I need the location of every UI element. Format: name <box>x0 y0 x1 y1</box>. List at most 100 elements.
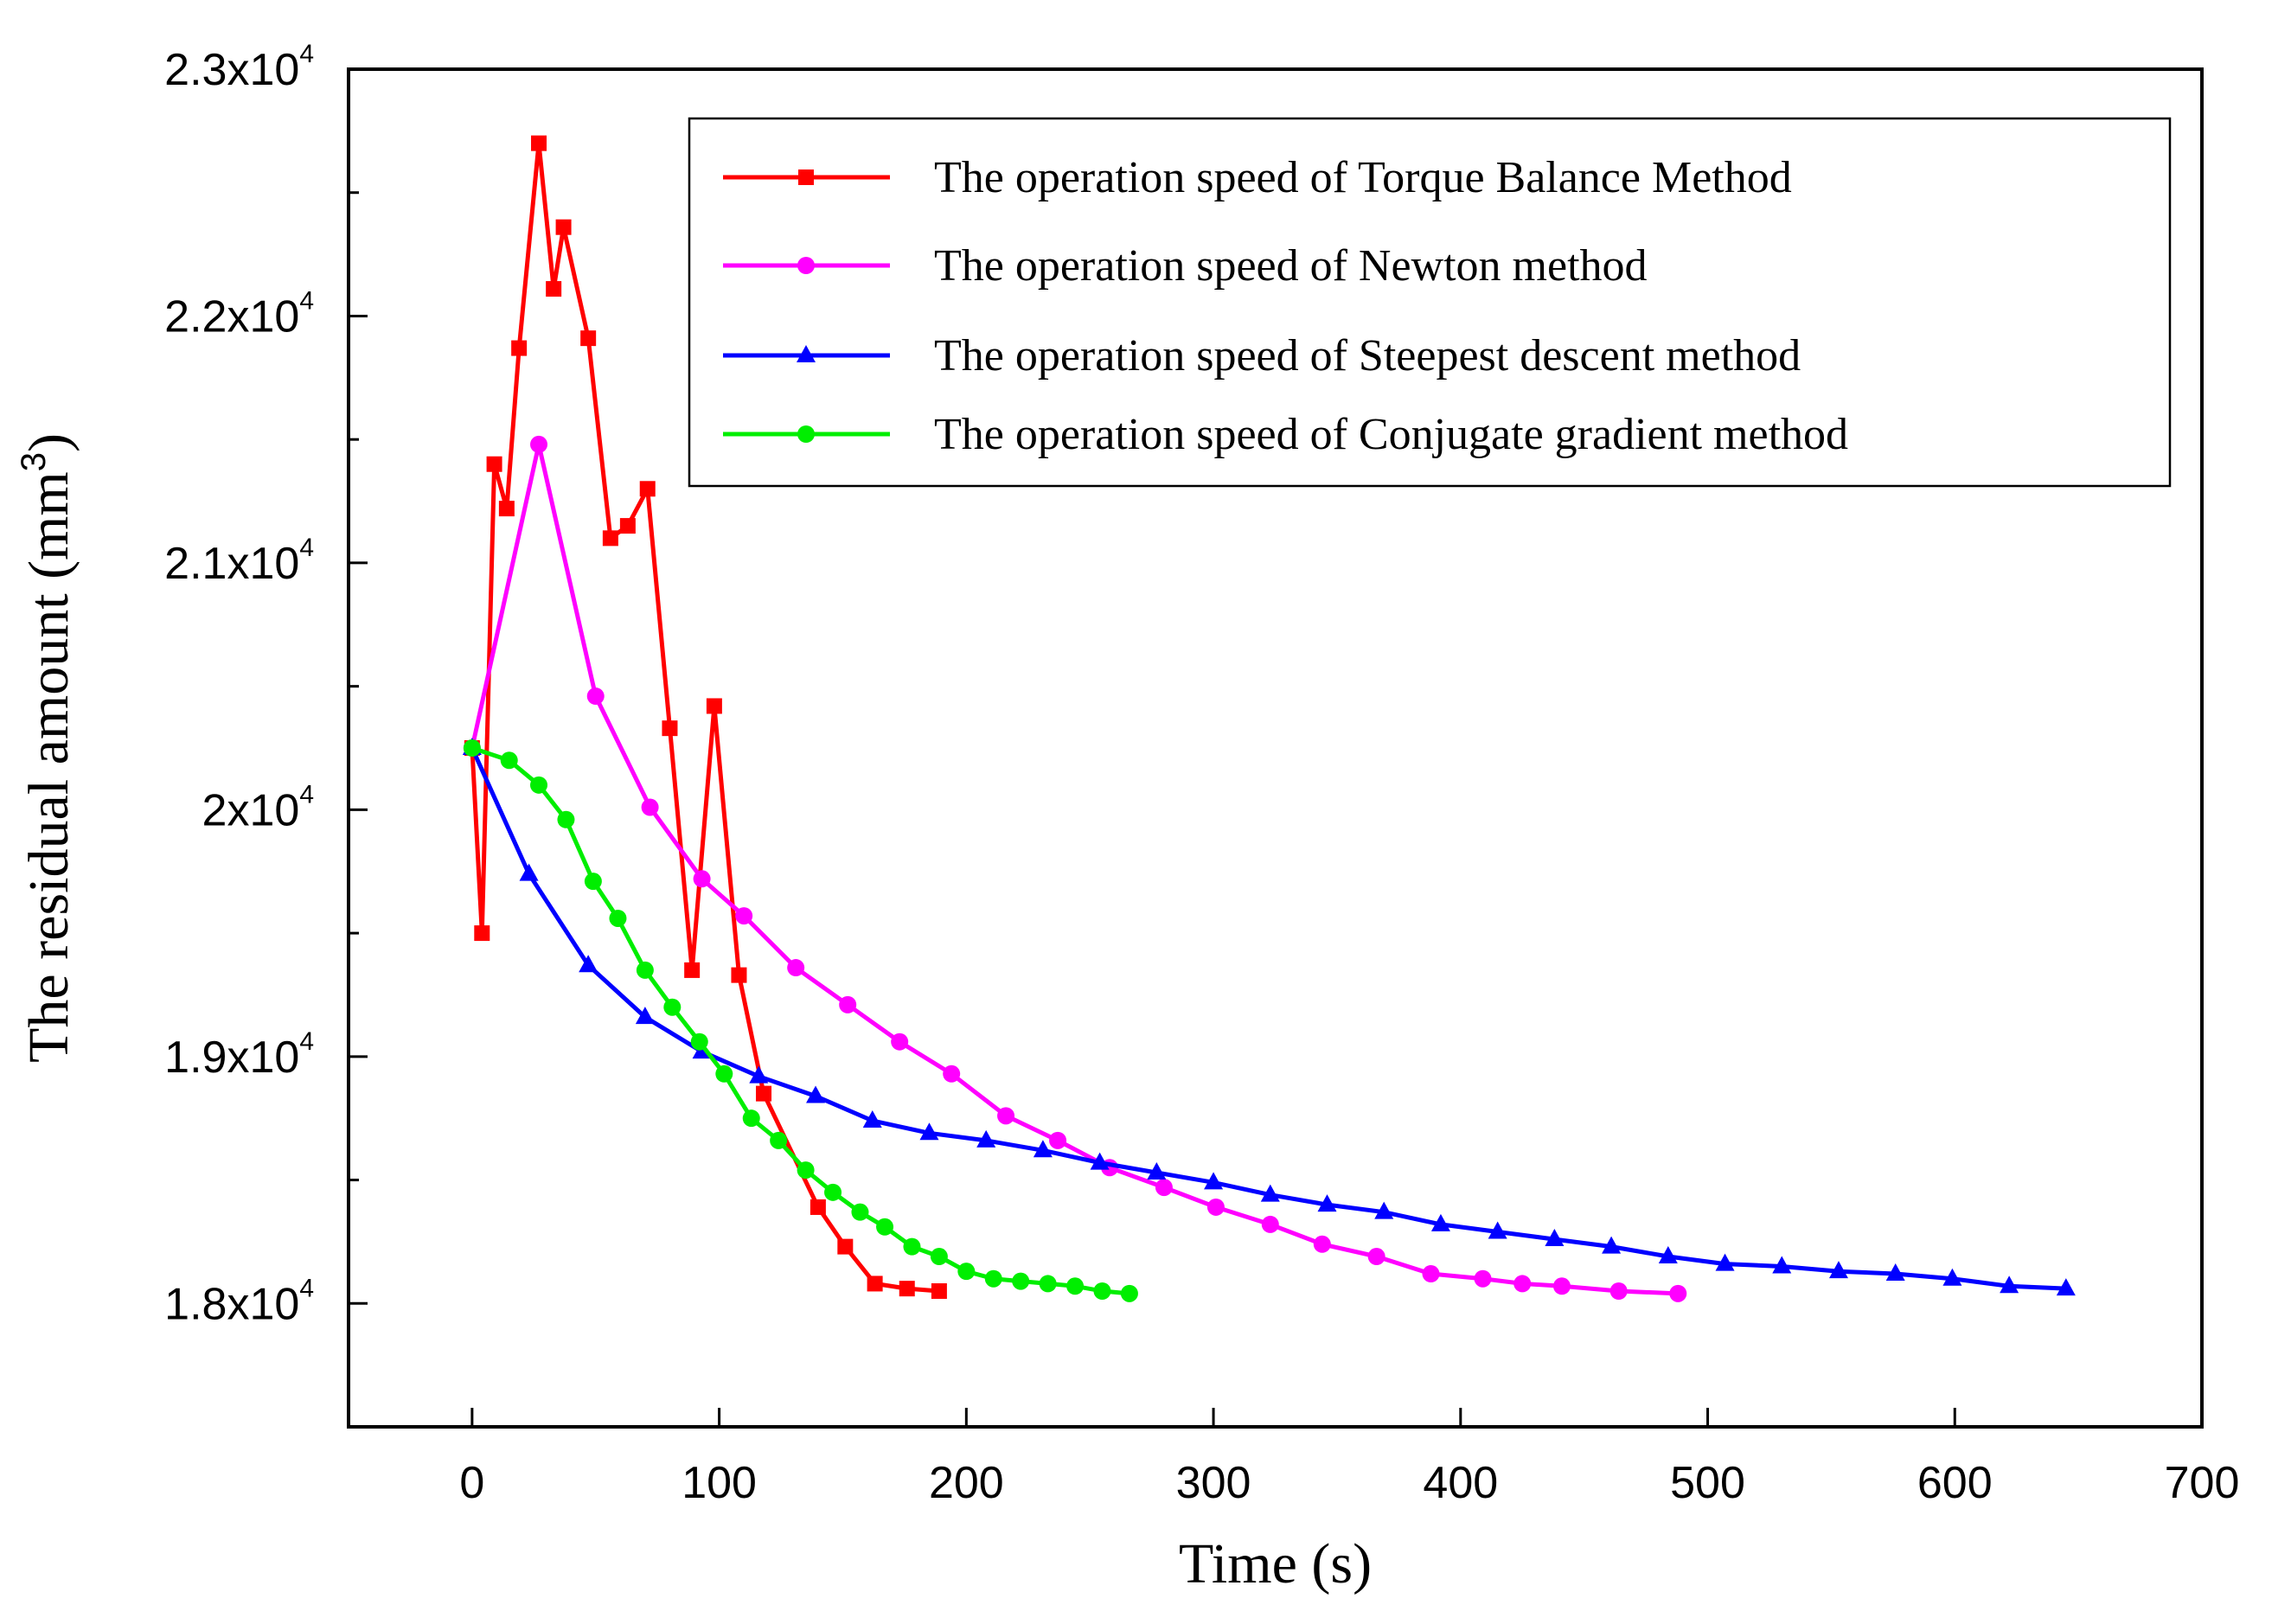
data-point-circle <box>930 1248 948 1266</box>
data-point-triangle <box>1658 1246 1678 1264</box>
data-point-circle <box>1313 1235 1331 1253</box>
y-tick-mantissa: 1.9x10 <box>164 1033 299 1083</box>
data-point-circle <box>876 1218 894 1236</box>
y-tick-mantissa: 2.2x10 <box>164 291 299 342</box>
data-point-circle <box>839 995 857 1013</box>
data-point-circle <box>641 798 659 816</box>
data-point-circle <box>797 257 815 274</box>
data-point-triangle <box>1715 1253 1735 1271</box>
data-point-square <box>498 501 515 517</box>
x-tick-label: 0 <box>459 1458 484 1508</box>
axis-label-layer: 0 100 200 300 400 500 600 7001.8x1041.9x1042x10… <box>164 40 2239 1508</box>
data-point-circle <box>1609 1282 1628 1300</box>
data-point-circle <box>1120 1284 1138 1302</box>
legend-entry-3: The operation speed of Steepest descent … <box>723 331 1801 380</box>
data-point-square <box>580 330 597 347</box>
data-point-circle <box>984 1269 1002 1288</box>
data-point-triangle <box>1545 1229 1565 1247</box>
data-point-triangle <box>579 955 598 973</box>
data-point-circle <box>1261 1215 1279 1233</box>
data-point-square <box>756 1085 772 1102</box>
y-tick-exponent: 4 <box>299 1274 314 1302</box>
data-point-triangle <box>1147 1161 1167 1180</box>
data-point-circle <box>530 776 548 794</box>
data-point-circle <box>957 1263 976 1281</box>
data-point-square <box>684 962 701 978</box>
y-tick-mantissa: 2.1x10 <box>164 539 299 589</box>
data-point-triangle <box>1033 1140 1053 1158</box>
data-point-triangle <box>806 1085 826 1103</box>
data-point-circle <box>891 1033 909 1051</box>
data-point-circle <box>557 810 575 828</box>
series-layer <box>462 135 2076 1302</box>
legend-box <box>688 117 2172 488</box>
data-point-triangle <box>862 1110 882 1128</box>
data-point-circle <box>530 435 548 453</box>
x-tick-label: 100 <box>682 1458 757 1508</box>
data-point-circle <box>463 739 481 757</box>
data-point-square <box>531 135 547 151</box>
data-point-circle <box>903 1237 921 1256</box>
data-point-triangle <box>1430 1213 1450 1231</box>
data-point-triangle <box>1317 1194 1337 1212</box>
y-axis-title-superscript: 3 <box>15 452 53 471</box>
data-point-square <box>546 281 562 297</box>
x-tick-label: 600 <box>1917 1458 1993 1508</box>
data-point-triangle <box>1204 1172 1224 1190</box>
y-tick-label: 2.2x104 <box>164 286 314 342</box>
data-point-circle <box>943 1065 961 1083</box>
data-point-circle <box>586 687 605 706</box>
data-point-square <box>619 518 636 534</box>
data-point-circle <box>851 1203 869 1221</box>
data-point-triangle <box>1374 1201 1394 1219</box>
legend-entry-2: The operation speed of Newton method <box>723 241 1648 291</box>
data-point-square <box>867 1276 883 1292</box>
data-point-circle <box>1155 1179 1173 1197</box>
data-point-square <box>639 481 656 497</box>
data-point-triangle <box>1772 1256 1792 1274</box>
data-point-triangle <box>519 863 539 881</box>
data-point-circle <box>1474 1269 1492 1288</box>
data-point-square <box>555 219 572 235</box>
data-point-square <box>474 925 490 942</box>
data-point-triangle <box>635 1007 655 1025</box>
y-tick-exponent: 4 <box>299 780 314 809</box>
x-axis-title: Time (s) <box>1179 1532 1372 1595</box>
data-point-triangle <box>919 1122 939 1141</box>
x-tick-label: 400 <box>1423 1458 1498 1508</box>
data-point-square <box>837 1238 854 1255</box>
data-point-circle <box>1206 1198 1225 1216</box>
data-point-triangle <box>1885 1263 1905 1282</box>
data-point-square <box>511 340 528 356</box>
data-point-circle <box>690 1033 708 1051</box>
data-point-circle <box>584 873 602 891</box>
data-point-circle <box>663 998 682 1016</box>
legend-label: The operation speed of Newton method <box>934 241 1648 291</box>
data-point-triangle <box>1090 1152 1110 1170</box>
data-point-circle <box>1669 1284 1687 1302</box>
y-tick-label: 2.3x104 <box>164 40 314 95</box>
data-point-circle <box>1552 1277 1571 1295</box>
data-point-circle <box>1422 1265 1440 1283</box>
data-point-square <box>798 169 814 185</box>
data-point-circle <box>1367 1248 1385 1266</box>
data-point-circle <box>500 751 518 770</box>
legend-label: The operation speed of Steepest descent … <box>934 331 1801 380</box>
legend-entry-4: The operation speed of Conjugate gradien… <box>723 410 1848 459</box>
x-tick-label: 500 <box>1670 1458 1745 1508</box>
data-point-circle <box>997 1107 1015 1125</box>
series-line <box>470 141 940 1294</box>
y-tick-label: 2.1x104 <box>164 534 314 589</box>
legend: The operation speed of Torque Balance Me… <box>688 117 2172 488</box>
data-point-circle <box>609 909 627 927</box>
data-point-circle <box>1012 1272 1030 1290</box>
y-tick-exponent: 4 <box>299 286 314 315</box>
y-tick-label: 2x104 <box>202 780 314 835</box>
y-tick-exponent: 4 <box>299 40 314 68</box>
x-tick-label: 200 <box>929 1458 1004 1508</box>
data-point-square <box>731 967 747 983</box>
y-tick-label: 1.8x104 <box>164 1274 314 1329</box>
data-point-square <box>486 456 502 472</box>
y-tick-exponent: 4 <box>299 534 314 562</box>
